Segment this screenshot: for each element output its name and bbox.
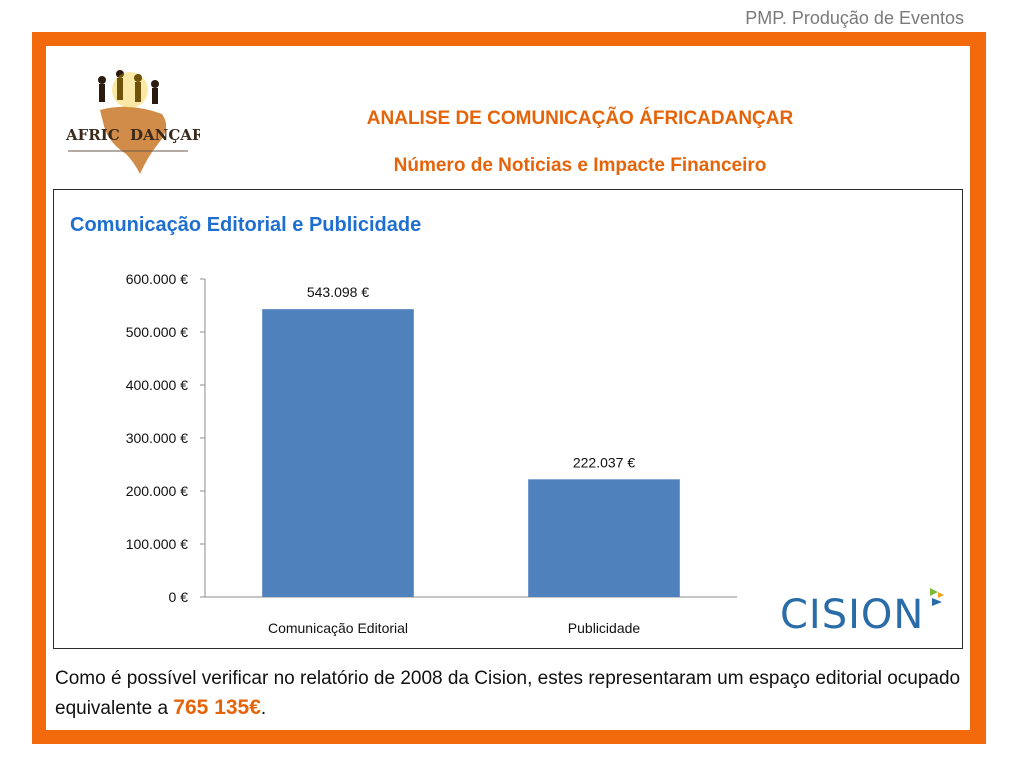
header-text: PMP. Produção de Eventos: [745, 8, 964, 28]
caption-body: Como é possível verificar no relatório d…: [55, 668, 961, 719]
y-tick-label: 300.000 €: [126, 430, 188, 446]
africadancar-logo: AFRIC DANÇAR: [65, 70, 200, 174]
bar-data-label: 222.037 €: [573, 454, 635, 470]
y-tick-label: 200.000 €: [126, 483, 188, 499]
bar: [262, 309, 414, 597]
caption-end: .: [260, 698, 267, 719]
cision-logo: CISION: [780, 588, 944, 638]
chart-title: Comunicação Editorial e Publicidade: [70, 214, 422, 236]
y-tick-label: 600.000 €: [126, 271, 188, 287]
y-tick-label: 100.000 €: [126, 536, 188, 552]
page-title: ANALISE DE COMUNICAÇÃO ÁFRICADANÇAR: [366, 108, 794, 129]
page-subtitle: Número de Noticias e Impacte Financeiro: [393, 155, 767, 176]
y-tick-label: 0 €: [169, 589, 189, 605]
caption-text: Como é possível verificar no relatório d…: [55, 664, 965, 723]
svg-text:DANÇAR: DANÇAR: [130, 126, 200, 144]
x-tick-label: Comunicação Editorial: [268, 620, 408, 636]
caption-highlight-value: 765 135€: [173, 696, 261, 719]
bar: [528, 479, 680, 597]
x-tick-label: Publicidade: [568, 620, 641, 636]
cision-logo-text: CISION: [780, 592, 924, 638]
svg-text:AFRIC: AFRIC: [65, 126, 120, 144]
bar-data-label: 543.098 €: [307, 284, 369, 300]
y-tick-label: 400.000 €: [126, 377, 188, 393]
y-tick-label: 500.000 €: [126, 324, 188, 340]
